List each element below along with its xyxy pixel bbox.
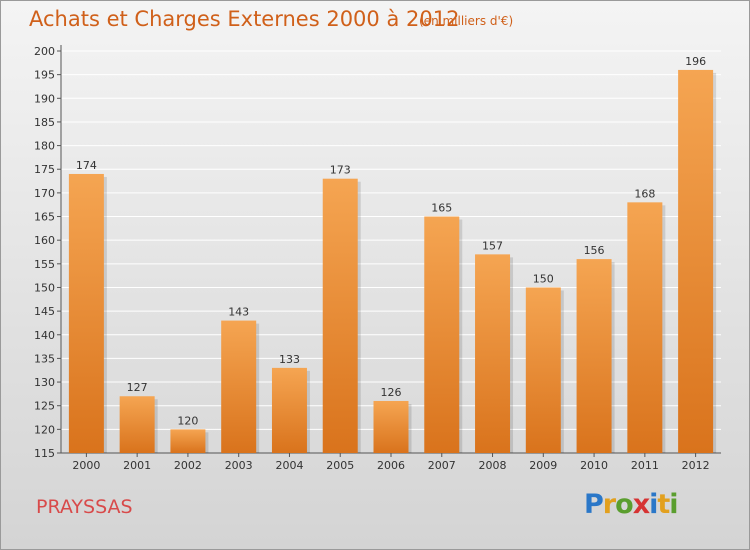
y-tick-label: 120 bbox=[34, 423, 55, 436]
y-tick-label: 150 bbox=[34, 281, 55, 294]
y-tick-label: 170 bbox=[34, 187, 55, 200]
labels: 115 120 125 130 135 140 145 150 155 160 165 170 175 1… bbox=[34, 45, 710, 472]
x-tick-label: 2002 bbox=[174, 459, 202, 472]
bar bbox=[475, 254, 511, 453]
data-label: 165 bbox=[431, 202, 452, 215]
y-tick-label: 200 bbox=[34, 45, 55, 58]
bar bbox=[322, 178, 358, 453]
x-tick-label: 2001 bbox=[123, 459, 151, 472]
data-label: 126 bbox=[381, 386, 402, 399]
y-tick-label: 135 bbox=[34, 352, 55, 365]
bar bbox=[373, 400, 409, 453]
x-tick-label: 2000 bbox=[72, 459, 100, 472]
x-tick-label: 2010 bbox=[580, 459, 608, 472]
data-label: 157 bbox=[482, 239, 503, 252]
chart-unit: (en milliers d'€) bbox=[419, 14, 514, 28]
proxiti-logo: Proxiti bbox=[584, 489, 679, 520]
data-label: 168 bbox=[634, 187, 655, 200]
y-tick-label: 195 bbox=[34, 69, 55, 82]
bar bbox=[170, 429, 206, 453]
logo-letter: r bbox=[602, 489, 616, 520]
data-label: 133 bbox=[279, 353, 300, 366]
data-label: 150 bbox=[533, 272, 554, 285]
y-tick-label: 185 bbox=[34, 116, 55, 129]
y-tick-label: 145 bbox=[34, 305, 55, 318]
y-tick-label: 130 bbox=[34, 376, 55, 389]
data-label: 173 bbox=[330, 164, 351, 177]
data-label: 156 bbox=[584, 244, 605, 257]
y-tick-label: 140 bbox=[34, 329, 55, 342]
x-tick-label: 2012 bbox=[682, 459, 710, 472]
x-tick-label: 2003 bbox=[225, 459, 253, 472]
bar bbox=[68, 173, 104, 453]
chart-title: Achats et Charges Externes 2000 à 2012 bbox=[29, 7, 460, 31]
logo-letter: i bbox=[669, 489, 678, 520]
bars bbox=[68, 69, 717, 453]
bar bbox=[678, 69, 714, 453]
bar bbox=[525, 287, 561, 453]
data-label: 143 bbox=[228, 306, 249, 319]
logo-letter: P bbox=[584, 489, 604, 520]
logo-letter: x bbox=[632, 489, 650, 520]
logo-letter: t bbox=[657, 489, 670, 520]
y-tick-label: 155 bbox=[34, 258, 55, 271]
x-tick-label: 2006 bbox=[377, 459, 405, 472]
y-tick-label: 165 bbox=[34, 211, 55, 224]
bar bbox=[271, 367, 307, 453]
data-label: 127 bbox=[127, 381, 148, 394]
bar bbox=[576, 259, 612, 453]
x-tick-label: 2004 bbox=[275, 459, 303, 472]
x-tick-label: 2009 bbox=[529, 459, 557, 472]
bar bbox=[627, 202, 663, 453]
data-label: 120 bbox=[177, 414, 198, 427]
y-tick-label: 125 bbox=[34, 400, 55, 413]
data-label: 196 bbox=[685, 55, 706, 68]
logo-letter: i bbox=[649, 489, 658, 520]
y-tick-label: 115 bbox=[34, 447, 55, 460]
x-tick-label: 2007 bbox=[428, 459, 456, 472]
x-tick-label: 2008 bbox=[479, 459, 507, 472]
y-tick-label: 160 bbox=[34, 234, 55, 247]
bar bbox=[119, 396, 155, 453]
y-tick-label: 175 bbox=[34, 163, 55, 176]
commune-name: PRAYSSAS bbox=[36, 496, 133, 518]
data-label: 174 bbox=[76, 159, 97, 172]
y-tick-label: 180 bbox=[34, 140, 55, 153]
y-tick-label: 190 bbox=[34, 92, 55, 105]
bar bbox=[221, 320, 257, 453]
logo-letter: o bbox=[615, 489, 634, 520]
x-tick-label: 2005 bbox=[326, 459, 354, 472]
x-tick-label: 2011 bbox=[631, 459, 659, 472]
bar bbox=[424, 216, 460, 453]
